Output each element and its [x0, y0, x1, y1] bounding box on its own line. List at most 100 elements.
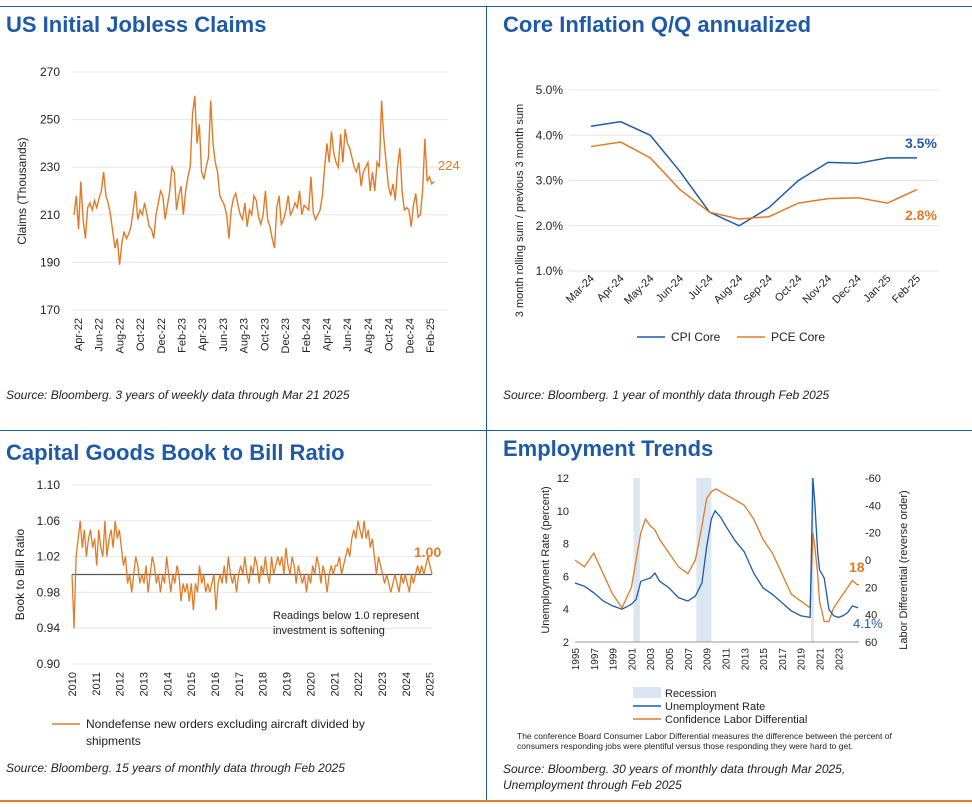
y-tick-label-right: -40	[865, 500, 881, 512]
y-tick-label: 1.10	[37, 478, 61, 492]
x-tick-label: Jun-24	[654, 273, 686, 305]
chart-title: Employment Trends	[503, 436, 714, 461]
chart-title: Capital Goods Book to Bill Ratio	[6, 440, 345, 465]
legend-label-unemployment: Unemployment Rate	[665, 701, 765, 713]
labor-differential-line	[574, 488, 859, 623]
y-tick-label-left: 4	[563, 604, 569, 616]
y-tick-label-right: 60	[865, 637, 877, 649]
x-tick-label: 2013	[139, 672, 151, 696]
x-tick-label: 2009	[703, 648, 714, 671]
last-value-label: 1.00	[414, 544, 441, 560]
x-tick-label: 2024	[401, 672, 413, 696]
x-tick-label: 1997	[590, 648, 601, 671]
legend-label-pce: PCE Core	[771, 330, 825, 344]
x-tick-label: Jun-23	[218, 318, 230, 352]
unemployment-rate-line	[574, 477, 859, 619]
legend-swatch-recession	[633, 687, 661, 698]
y-tick-label-left: 2	[563, 637, 569, 649]
pce-core-line	[590, 141, 918, 220]
x-tick-label: Feb-24	[301, 318, 313, 353]
annotation-line1: Readings below 1.0 represent	[273, 610, 419, 622]
y-tick-label: 1.02	[37, 550, 61, 564]
x-tick-label: Jan-25	[861, 273, 893, 305]
y-tick-label: 5.0%	[536, 83, 564, 97]
x-tick-label: 2018	[258, 672, 270, 696]
y-tick-label: 4.0%	[536, 128, 564, 142]
x-tick-label: 2023	[834, 648, 845, 671]
chart-title: Core Inflation Q/Q annualized	[503, 12, 812, 37]
y-tick-label-right: 0	[865, 555, 871, 567]
x-tick-label: 2021	[816, 648, 827, 671]
x-tick-label: 2005	[665, 648, 676, 671]
x-tick-label: May-24	[622, 273, 656, 307]
x-tick-label: 2010	[67, 672, 79, 696]
x-tick-label: 2011	[721, 648, 732, 670]
x-tick-label: 2021	[329, 672, 341, 696]
x-tick-label: Jun-24	[342, 318, 354, 352]
x-tick-label: 2020	[305, 672, 317, 696]
cpi-last-label: 3.5%	[905, 135, 937, 151]
x-tick-label: Aug-24	[363, 318, 375, 353]
employment-trends-chart: 12 10 8 6 4 2 -60 -40 -20 0 20 40 60 Unemployment Rat…	[517, 473, 910, 751]
x-tick-label: 2017	[234, 672, 246, 696]
x-tick-label: Dec-24	[830, 273, 864, 307]
x-tick-label: 2015	[186, 672, 198, 696]
y-tick-label: 210	[40, 208, 60, 222]
jobless-claims-chart: 270 250 230 210 190 170 Claims (Thousands) Apr-…	[15, 65, 460, 353]
footnote-line1: The conference Board Consumer Labor Diff…	[517, 731, 892, 741]
y-axis-label: 3 month rolling sum / previous 3 month s…	[514, 104, 526, 317]
y-tick-label: 270	[40, 65, 60, 79]
x-tick-label: 2019	[797, 648, 808, 671]
core-inflation-panel: Core Inflation Q/Q annualized 5.0% 4.0% 3.…	[487, 0, 972, 430]
recession-band	[696, 478, 712, 642]
claims-line	[73, 95, 435, 265]
x-tick-label: Aug-22	[114, 318, 126, 353]
differential-last-label: 18	[849, 559, 865, 575]
footnote-line2: consumers responding jobs were plentiful…	[517, 741, 853, 751]
book-to-bill-chart: 1.10 1.06 1.02 0.98 0.94 0.90 Book to Bill Rat…	[13, 478, 441, 748]
x-tick-label: 2011	[91, 672, 103, 696]
y-tick-label-left: 6	[563, 571, 569, 583]
legend-label-recession: Recession	[665, 688, 716, 700]
y-axis-label-left: Unemployment Rate (percent)	[540, 486, 552, 633]
x-tick-label: Feb-23	[177, 318, 189, 353]
horizontal-divider	[0, 430, 972, 431]
book-to-bill-panel: Capital Goods Book to Bill Ratio 1.10 1.0…	[0, 430, 487, 807]
y-tick-label-left: 12	[557, 473, 569, 485]
x-tick-label: Aug-23	[239, 318, 251, 353]
last-value-label: 224	[438, 158, 460, 173]
x-tick-label: 2015	[759, 648, 770, 671]
y-tick-label: 170	[40, 303, 60, 317]
x-tick-label: Oct-22	[135, 318, 147, 351]
legend-label-line2: shipments	[86, 734, 141, 748]
y-tick-label: 1.0%	[536, 264, 564, 278]
x-tick-label: 2013	[740, 648, 751, 671]
x-tick-label: Apr-23	[197, 318, 209, 351]
x-tick-label: 2023	[377, 672, 389, 696]
unemployment-last-label: 4.1%	[853, 616, 883, 631]
y-tick-label-right: 20	[865, 582, 877, 594]
pce-last-label: 2.8%	[905, 207, 937, 223]
y-tick-label: 230	[40, 160, 60, 174]
x-tick-label: 2012	[115, 672, 127, 696]
y-tick-label: 2.0%	[536, 219, 564, 233]
y-tick-label: 0.98	[37, 585, 61, 599]
x-tick-label: 2017	[778, 648, 789, 671]
x-tick-label: 1999	[609, 648, 620, 671]
x-tick-label: 2007	[684, 648, 695, 671]
chart-source: Source: Bloomberg. 1 year of monthly dat…	[503, 388, 830, 402]
y-tick-label-right: -60	[865, 473, 881, 485]
y-tick-label: 250	[40, 113, 60, 127]
chart-source-line2: Unemployment through Feb 2025	[503, 778, 682, 792]
x-tick-label: 2003	[646, 648, 657, 671]
y-tick-label: 0.94	[37, 621, 61, 635]
x-tick-label: Jun-22	[94, 318, 106, 352]
y-tick-label: 1.06	[37, 514, 61, 528]
y-axis-label: Book to Bill Ratio	[13, 528, 27, 620]
x-tick-label: Oct-24	[384, 318, 396, 351]
vertical-divider	[486, 6, 487, 802]
x-tick-label: Dec-24	[404, 318, 416, 353]
jobless-claims-panel: US Initial Jobless Claims 270 250 230 210 19…	[0, 0, 487, 430]
x-tick-label: Mar-24	[564, 273, 597, 306]
x-tick-label: Apr-22	[73, 318, 85, 351]
